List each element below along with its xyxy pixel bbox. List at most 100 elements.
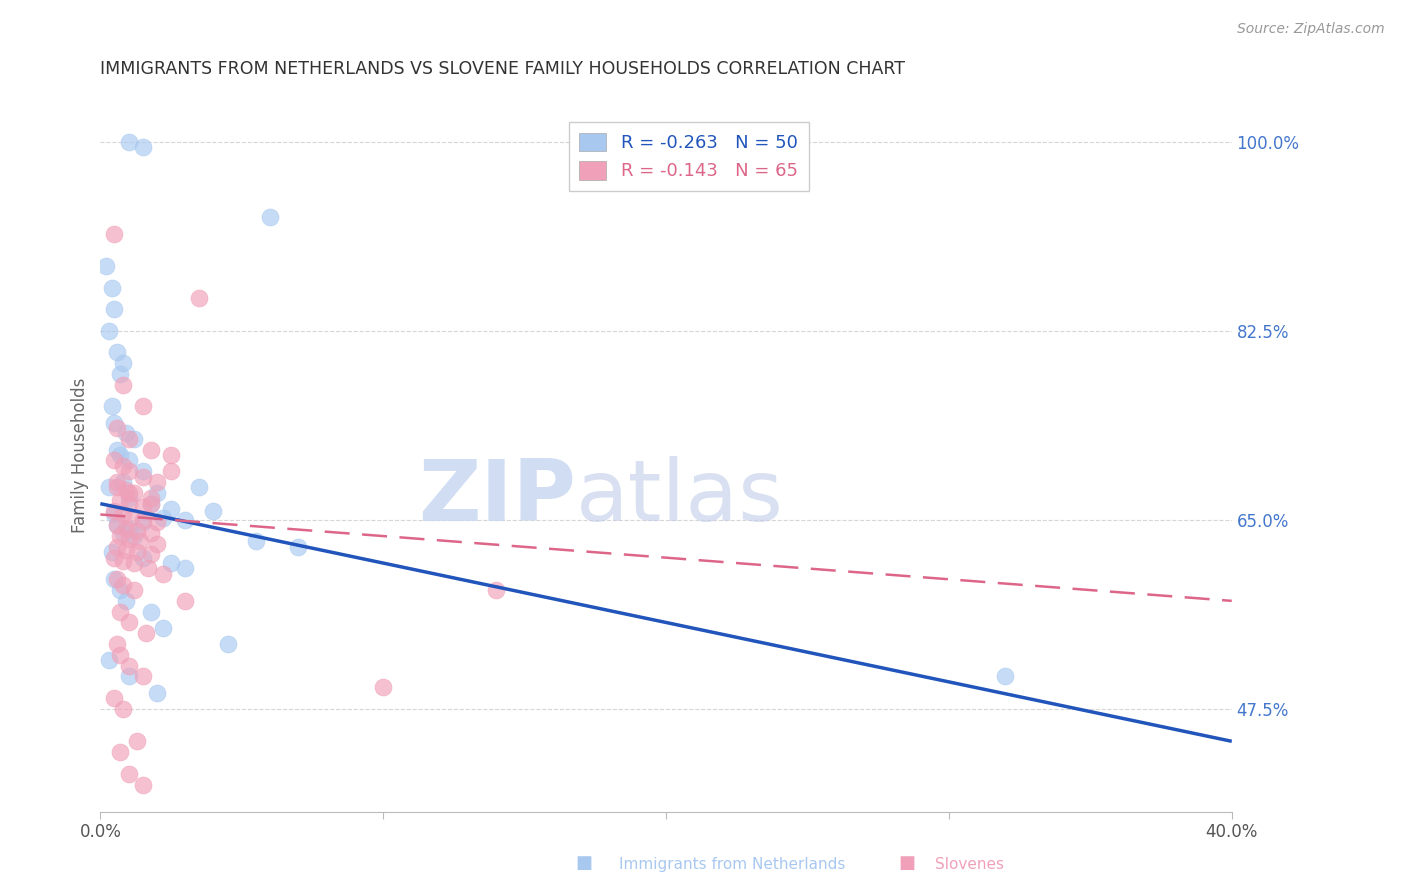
Point: [105, 475, 128, 489]
Point: [373, 681, 395, 695]
Point: [141, 605, 163, 619]
Point: [132, 469, 155, 483]
Text: Slovenes: Slovenes: [935, 857, 1004, 872]
Point: [124, 556, 146, 570]
Point: [174, 561, 197, 575]
Point: [132, 500, 155, 514]
Point: [103, 227, 125, 241]
Point: [127, 524, 149, 538]
Point: [141, 525, 163, 540]
Point: [105, 442, 128, 457]
Point: [111, 702, 134, 716]
Point: [114, 594, 136, 608]
Point: [103, 572, 125, 586]
Point: [108, 605, 131, 619]
Point: [121, 510, 143, 524]
Point: [132, 669, 155, 683]
Text: Immigrants from Netherlands: Immigrants from Netherlands: [619, 857, 845, 872]
Point: [117, 464, 139, 478]
Point: [160, 556, 183, 570]
Point: [141, 497, 163, 511]
Point: [146, 536, 169, 550]
Point: [117, 766, 139, 780]
Point: [146, 486, 169, 500]
Point: [114, 521, 136, 535]
Point: [132, 550, 155, 565]
Point: [103, 453, 125, 467]
Point: [103, 691, 125, 706]
Point: [245, 534, 267, 549]
Point: [141, 548, 163, 562]
Point: [105, 572, 128, 586]
Point: [117, 491, 139, 506]
Point: [174, 594, 197, 608]
Point: [124, 486, 146, 500]
Point: [111, 356, 134, 370]
Point: [141, 442, 163, 457]
Point: [117, 669, 139, 683]
Point: [94, 259, 117, 273]
Point: [146, 686, 169, 700]
Point: [100, 280, 122, 294]
Point: [129, 534, 152, 549]
Point: [97, 324, 120, 338]
Point: [111, 554, 134, 568]
Point: [105, 518, 128, 533]
Point: [111, 525, 134, 540]
Point: [103, 550, 125, 565]
Point: [152, 510, 174, 524]
Text: Source: ZipAtlas.com: Source: ZipAtlas.com: [1237, 22, 1385, 37]
Point: [111, 458, 134, 473]
Point: [994, 669, 1017, 683]
Point: [108, 648, 131, 662]
Point: [103, 504, 125, 518]
Point: [114, 483, 136, 497]
Text: atlas: atlas: [575, 457, 783, 540]
Point: [174, 513, 197, 527]
Point: [100, 545, 122, 559]
Point: [97, 653, 120, 667]
Point: [127, 545, 149, 559]
Point: [287, 540, 309, 554]
Text: ZIP: ZIP: [418, 457, 575, 540]
Point: [111, 508, 134, 522]
Point: [105, 345, 128, 359]
Point: [160, 464, 183, 478]
Point: [217, 637, 239, 651]
Point: [138, 561, 160, 575]
Point: [117, 486, 139, 500]
Point: [141, 497, 163, 511]
Point: [146, 475, 169, 489]
Point: [152, 621, 174, 635]
Point: [132, 777, 155, 791]
Point: [132, 400, 155, 414]
Point: [105, 637, 128, 651]
Point: [117, 453, 139, 467]
Point: [135, 626, 157, 640]
Point: [111, 475, 134, 489]
Point: [124, 432, 146, 446]
Point: [117, 497, 139, 511]
Text: ■: ■: [898, 855, 915, 872]
Point: [132, 140, 155, 154]
Point: [117, 658, 139, 673]
Point: [111, 377, 134, 392]
Point: [108, 448, 131, 462]
Point: [132, 464, 155, 478]
Point: [127, 734, 149, 748]
Point: [103, 416, 125, 430]
Point: [103, 508, 125, 522]
Point: [259, 211, 281, 225]
Point: [141, 491, 163, 506]
Point: [117, 533, 139, 547]
Point: [188, 480, 211, 494]
Point: [105, 518, 128, 533]
Point: [108, 367, 131, 381]
Point: [202, 504, 225, 518]
Point: [132, 513, 155, 527]
Text: IMMIGRANTS FROM NETHERLANDS VS SLOVENE FAMILY HOUSEHOLDS CORRELATION CHART: IMMIGRANTS FROM NETHERLANDS VS SLOVENE F…: [100, 60, 905, 78]
Point: [108, 493, 131, 508]
Point: [103, 302, 125, 317]
Y-axis label: Family Households: Family Households: [72, 377, 89, 533]
Point: [97, 480, 120, 494]
